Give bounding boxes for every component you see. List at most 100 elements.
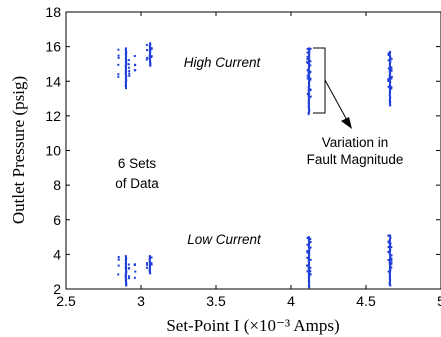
- data-point: [128, 267, 131, 270]
- data-point: [388, 74, 391, 77]
- x-tick-label: 2.5: [56, 293, 76, 309]
- data-point: [389, 273, 391, 276]
- data-point: [308, 84, 311, 87]
- data-point: [308, 50, 311, 53]
- data-point: [387, 54, 390, 56]
- data-point: [389, 84, 392, 87]
- data-point: [309, 270, 312, 273]
- data-point: [389, 88, 391, 91]
- data-point: [389, 65, 392, 68]
- data-point: [308, 249, 311, 252]
- data-point: [146, 56, 149, 59]
- data-point: [308, 254, 311, 257]
- data-point: [388, 274, 391, 277]
- data-point: [389, 269, 392, 272]
- data-point: [308, 55, 310, 58]
- data-point: [133, 264, 136, 266]
- data-point: [389, 73, 392, 76]
- data-point: [308, 241, 311, 244]
- data-point: [307, 70, 310, 72]
- data-point: [307, 68, 310, 71]
- data-point: [145, 266, 148, 269]
- data-point: [387, 234, 390, 237]
- data-point: [307, 260, 310, 263]
- data-point: [307, 243, 310, 246]
- data-point: [389, 268, 392, 271]
- data-point: [388, 252, 391, 255]
- data-point: [307, 87, 310, 90]
- data-point: [125, 72, 127, 75]
- data-point: [308, 83, 310, 86]
- data-point: [308, 63, 310, 66]
- data-point: [389, 259, 391, 262]
- data-point: [388, 68, 391, 71]
- data-point: [308, 277, 310, 280]
- data-point: [150, 262, 153, 265]
- data-point: [307, 76, 310, 79]
- data-point: [308, 256, 310, 259]
- data-point: [306, 250, 309, 252]
- data-point: [308, 257, 310, 260]
- data-point: [389, 101, 392, 104]
- data-point: [307, 48, 310, 51]
- data-point: [117, 258, 120, 261]
- data-point: [307, 71, 310, 74]
- data-point: [308, 286, 311, 289]
- data-point: [307, 265, 310, 268]
- data-point: [125, 82, 127, 85]
- data-point: [388, 55, 391, 58]
- data-point: [388, 87, 391, 90]
- x-tick-label: 4.5: [356, 293, 376, 309]
- data-point: [307, 273, 310, 276]
- y-tick-label: 4: [53, 246, 61, 262]
- data-point: [307, 271, 310, 273]
- data-point: [390, 261, 393, 264]
- data-point: [308, 252, 311, 255]
- data-point: [390, 75, 393, 78]
- data-point: [117, 48, 120, 51]
- y-tick-label: 6: [53, 212, 61, 228]
- data-point: [307, 239, 310, 242]
- data-point: [125, 78, 128, 81]
- data-point: [125, 67, 127, 70]
- data-point: [389, 81, 392, 83]
- data-point: [125, 54, 128, 57]
- data-point: [308, 79, 311, 82]
- data-point: [389, 72, 392, 75]
- y-tick-label: 16: [45, 39, 61, 55]
- data-point: [389, 50, 392, 53]
- data-point: [306, 251, 309, 254]
- data-point: [388, 75, 391, 78]
- data-point: [388, 77, 391, 80]
- data-point: [117, 73, 120, 76]
- data-point: [125, 51, 128, 54]
- data-point: [146, 262, 148, 265]
- data-point: [307, 64, 310, 67]
- data-point: [306, 236, 309, 239]
- data-point: [124, 68, 127, 71]
- data-point: [124, 64, 127, 67]
- data-point: [133, 55, 136, 57]
- data-point: [308, 242, 311, 245]
- data-point: [387, 85, 390, 88]
- plot-frame: [65, 11, 441, 290]
- annotation-six-sets-line1: 6 Sets: [118, 156, 157, 171]
- data-point: [117, 56, 120, 59]
- data-point: [306, 264, 309, 267]
- data-point: [387, 250, 390, 253]
- data-point: [306, 256, 309, 259]
- data-point: [388, 261, 391, 264]
- y-tick-label: 2: [53, 281, 61, 297]
- data-point: [127, 275, 130, 278]
- data-point: [308, 240, 311, 243]
- data-point: [125, 86, 127, 89]
- data-point: [309, 95, 312, 98]
- data-point: [389, 279, 392, 282]
- data-point: [307, 261, 310, 264]
- data-point: [389, 284, 392, 287]
- data-point: [308, 88, 310, 91]
- data-point: [389, 95, 391, 98]
- data-point: [307, 75, 310, 78]
- data-point: [124, 77, 127, 80]
- data-point: [389, 235, 392, 238]
